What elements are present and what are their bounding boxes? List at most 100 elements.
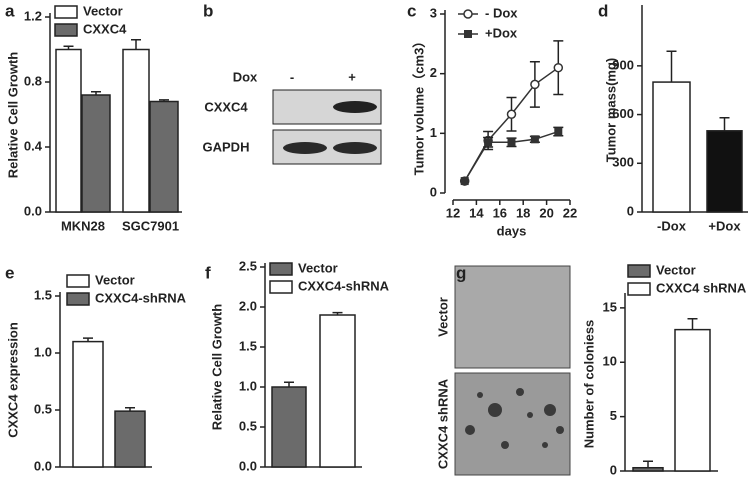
y-tick-label: 600 [612,106,634,121]
y-tick-label: 0.0 [239,458,257,473]
legend-marker [464,30,472,38]
y-tick-label: 1.5 [34,287,52,302]
bar [55,48,82,213]
point [507,138,516,147]
y-tick-label: 900 [612,57,634,72]
error-bar [284,381,294,387]
colony-image [454,265,571,369]
point [460,177,469,186]
panel-letter: g [456,263,466,282]
legend-swatch [269,262,293,276]
row-label: CXXC4 [204,99,248,114]
legend-swatch [627,282,651,296]
y-tick-label: 1.2 [24,8,42,23]
legend-label: Vector [656,262,696,277]
bar [114,410,146,468]
image-label: Vector [435,297,450,337]
y-tick-label: 0.4 [24,138,43,153]
blot-band [333,101,377,113]
y-tick-label: 0 [610,462,617,477]
legend-swatch [66,274,90,288]
x-tick-label: +Dox [708,218,741,233]
x-tick-label: 14 [469,205,484,220]
legend-label: CXXC4-shRNA [298,278,390,293]
x-tick-label: 12 [446,205,460,220]
y-tick-label: 1 [430,125,437,140]
x-tick-label: 20 [539,205,553,220]
y-tick-label: 0.8 [24,73,42,88]
x-tick-label: MKN28 [61,218,105,233]
y-tick-label: 3 [430,5,437,20]
y-tick-label: 1.0 [239,378,257,393]
y-tick-label: 2.0 [239,298,257,313]
blot-band [333,142,377,154]
y-tick-label: 0.0 [34,458,52,473]
y-tick-label: 15 [603,299,617,314]
error-bar [687,318,698,330]
treatment-label: Dox [233,69,258,84]
legend-label: CXXC4 shRNA [656,280,747,295]
blot-band [283,142,327,154]
y-tick-label: 10 [603,354,617,369]
panel-letter: b [203,1,213,20]
y-tick-label: 0.0 [24,203,42,218]
error-bar [719,117,730,131]
x-tick-label: 16 [493,205,507,220]
error-bar [666,50,677,83]
bar [149,100,179,213]
bar [706,130,743,213]
x-tick-label: 18 [516,205,530,220]
point [506,109,517,119]
legend-swatch [54,5,78,19]
y-tick-label: 0.5 [34,401,52,416]
legend-label: Vector [83,3,123,18]
x-tick-label: -Dox [657,218,687,233]
y-axis-label: Relative Cell Growth [209,304,224,430]
legend-swatch [269,280,293,294]
panel-letter: f [205,263,211,282]
lane-label: + [348,69,356,84]
colony-image [454,372,571,476]
y-tick-label: 5 [610,408,617,423]
panel-letter: e [5,263,14,282]
legend-swatch [627,264,651,278]
bar [271,386,307,468]
legend-label: Vector [95,272,135,287]
y-tick-label: 1.0 [34,344,52,359]
bar [674,328,711,472]
y-axis-label: Relative Cell Growth [5,52,20,178]
y-axis-label: Number of coloniess [581,320,596,449]
legend-swatch [66,292,90,306]
row-label: GAPDH [203,139,250,154]
panel-letter: d [598,1,608,20]
y-tick-label: 0 [627,203,634,218]
x-tick-label: SGC7901 [122,218,179,233]
legend-swatch [54,23,78,37]
y-axis-label: Tumor volume（cm3） [411,35,426,176]
lane-label: - [290,69,294,84]
y-axis-label: CXXC4 expression [5,322,20,438]
point [530,79,540,90]
y-tick-label: 1.5 [239,338,257,353]
bar [652,81,691,213]
point [553,62,564,73]
legend-label: CXXC4-shRNA [95,290,187,305]
image-label: CXXC4 shRNA [435,378,450,469]
panel-letter: a [5,1,15,20]
error-bar [643,460,653,468]
y-tick-label: 300 [612,155,634,170]
legend-label: +Dox [485,25,518,40]
x-axis-label: days [497,223,527,238]
bar [632,466,664,472]
bar [81,94,111,213]
bar [319,314,356,468]
bar [122,48,150,213]
point [554,127,563,136]
y-axis-label: Tumor mass(mg) [603,58,618,163]
colonies [465,388,564,449]
bar [72,340,104,468]
y-tick-label: 0.5 [239,418,257,433]
x-tick-label: 22 [563,205,577,220]
y-tick-label: 0 [430,184,437,199]
